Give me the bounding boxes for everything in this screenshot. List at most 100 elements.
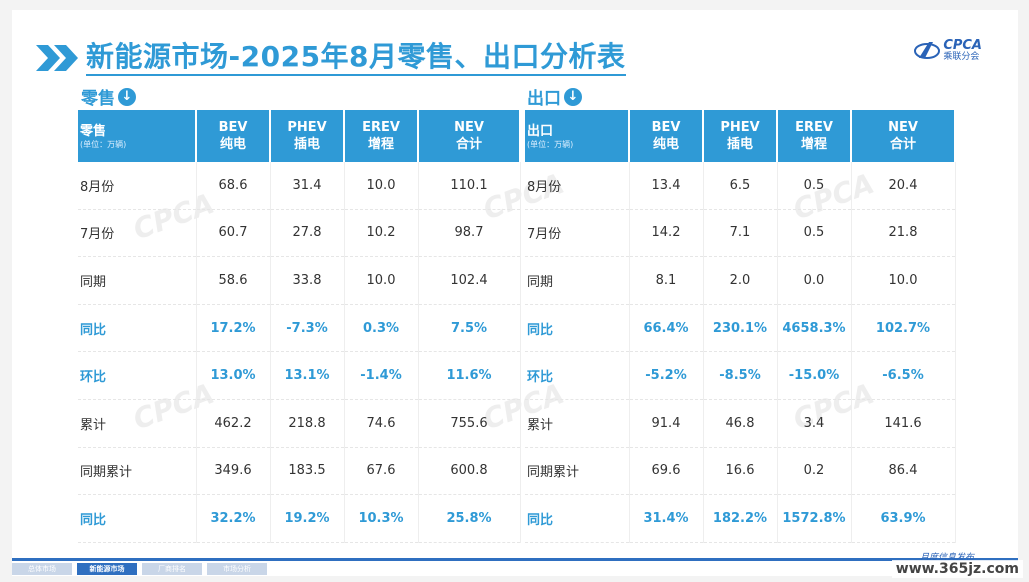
table-cell: 141.6 bbox=[851, 399, 956, 448]
table-row: 环比 13.0% 13.1% -1.4% 11.6% bbox=[78, 351, 521, 400]
row-header-column: 零售 (单位：万辆) bbox=[78, 110, 197, 162]
table-cell: 31.4% bbox=[629, 494, 704, 543]
table-row: 8月份 68.6 31.4 10.0 110.1 bbox=[78, 162, 521, 210]
table-row: 8月份 13.4 6.5 0.5 20.4 bbox=[525, 162, 956, 210]
arrow-down-icon: ↓ bbox=[564, 87, 582, 106]
table-cell: 0.5 bbox=[777, 209, 852, 258]
table-cell: 102.4 bbox=[418, 256, 521, 305]
row-label: 7月份 bbox=[525, 209, 630, 258]
table-cell: -5.2% bbox=[629, 351, 704, 400]
table-cell: 0.0 bbox=[777, 256, 852, 305]
row-label: 累计 bbox=[78, 399, 197, 448]
table-cell: 25.8% bbox=[418, 494, 521, 543]
table-cell: 8.1 bbox=[629, 256, 704, 305]
table-cell: 110.1 bbox=[418, 162, 521, 210]
table-cell: 755.6 bbox=[418, 399, 521, 448]
arrow-down-icon: ↓ bbox=[118, 87, 136, 106]
site-watermark: www.365jz.com bbox=[891, 560, 1023, 578]
table-row: 同比 32.2% 19.2% 10.3% 25.8% bbox=[78, 494, 521, 543]
row-label: 同期累计 bbox=[78, 447, 197, 496]
row-label: 同比 bbox=[78, 304, 197, 353]
table-cell: 1572.8% bbox=[777, 494, 852, 543]
table-row: 累计 91.4 46.8 3.4 141.6 bbox=[525, 399, 956, 448]
table-cell: -7.3% bbox=[270, 304, 345, 353]
table-header-row: 出口 (单位：万辆) BEV 纯电 PHEV 插电 EREV 增程 NEV 合计 bbox=[525, 110, 956, 162]
column-header: EREV 增程 bbox=[344, 110, 419, 162]
column-header: PHEV 插电 bbox=[703, 110, 778, 162]
row-label: 同比 bbox=[525, 304, 630, 353]
table-cell: 68.6 bbox=[196, 162, 271, 210]
column-header: BEV 纯电 bbox=[629, 110, 704, 162]
footer-tab[interactable]: 新能源市场 bbox=[77, 563, 137, 575]
footer-tab[interactable]: 总体市场 bbox=[12, 563, 72, 575]
table-cell: 349.6 bbox=[196, 447, 271, 496]
table-row: 同比 66.4% 230.1% 4658.3% 102.7% bbox=[525, 304, 956, 353]
table-cell: 3.4 bbox=[777, 399, 852, 448]
table-cell: 10.0 bbox=[344, 256, 419, 305]
table-row: 同比 31.4% 182.2% 1572.8% 63.9% bbox=[525, 494, 956, 543]
footer: 总体市场 新能源市场 厂商排名 市场分析 月度信息发布 bbox=[12, 553, 1018, 576]
table-cell: 218.8 bbox=[270, 399, 345, 448]
table-cell: 6.5 bbox=[703, 162, 778, 210]
table-cell: 86.4 bbox=[851, 447, 956, 496]
retail-section-label: 零售 ↓ bbox=[81, 84, 136, 109]
footer-divider bbox=[12, 558, 1018, 561]
table-cell: 4658.3% bbox=[777, 304, 852, 353]
table-cell: 10.2 bbox=[344, 209, 419, 258]
cpca-logo-icon bbox=[914, 42, 941, 59]
table-cell: 0.5 bbox=[777, 162, 852, 210]
table-cell: 11.6% bbox=[418, 351, 521, 400]
retail-table: 零售 (单位：万辆) BEV 纯电 PHEV 插电 EREV 增程 NEV 合计 8月份 68.6 31… bbox=[78, 110, 521, 543]
double-chevron-icon bbox=[36, 45, 78, 71]
row-label: 环比 bbox=[525, 351, 630, 400]
row-label: 7月份 bbox=[78, 209, 197, 258]
footer-tabs: 总体市场 新能源市场 厂商排名 市场分析 bbox=[12, 563, 272, 575]
table-cell: 33.8 bbox=[270, 256, 345, 305]
table-cell: 21.8 bbox=[851, 209, 956, 258]
table-cell: 17.2% bbox=[196, 304, 271, 353]
table-cell: 32.2% bbox=[196, 494, 271, 543]
row-header-column: 出口 (单位：万辆) bbox=[525, 110, 630, 162]
logo-text: CPCA bbox=[943, 37, 982, 53]
table-row: 同期累计 349.6 183.5 67.6 600.8 bbox=[78, 447, 521, 496]
table-cell: 91.4 bbox=[629, 399, 704, 448]
table-cell: 67.6 bbox=[344, 447, 419, 496]
table-cell: 10.0 bbox=[851, 256, 956, 305]
table-cell: 13.1% bbox=[270, 351, 345, 400]
column-header: PHEV 插电 bbox=[270, 110, 345, 162]
table-cell: -15.0% bbox=[777, 351, 852, 400]
table-row: 同比 17.2% -7.3% 0.3% 7.5% bbox=[78, 304, 521, 353]
table-cell: 7.1 bbox=[703, 209, 778, 258]
table-cell: -8.5% bbox=[703, 351, 778, 400]
table-cell: 14.2 bbox=[629, 209, 704, 258]
table-cell: 182.2% bbox=[703, 494, 778, 543]
table-cell: -1.4% bbox=[344, 351, 419, 400]
table-cell: 10.0 bbox=[344, 162, 419, 210]
table-cell: 63.9% bbox=[851, 494, 956, 543]
footer-tab[interactable]: 厂商排名 bbox=[142, 563, 202, 575]
footer-tab[interactable]: 市场分析 bbox=[207, 563, 267, 575]
row-label: 环比 bbox=[78, 351, 197, 400]
table-row: 7月份 14.2 7.1 0.5 21.8 bbox=[525, 209, 956, 258]
table-cell: 46.8 bbox=[703, 399, 778, 448]
row-label: 同比 bbox=[525, 494, 630, 543]
row-label: 同期 bbox=[525, 256, 630, 305]
table-cell: 98.7 bbox=[418, 209, 521, 258]
table-cell: 66.4% bbox=[629, 304, 704, 353]
footer-note: 月度信息发布 bbox=[919, 553, 974, 563]
table-cell: 600.8 bbox=[418, 447, 521, 496]
table-cell: 16.6 bbox=[703, 447, 778, 496]
table-cell: 183.5 bbox=[270, 447, 345, 496]
table-cell: 102.7% bbox=[851, 304, 956, 353]
table-cell: 230.1% bbox=[703, 304, 778, 353]
table-row: 环比 -5.2% -8.5% -15.0% -6.5% bbox=[525, 351, 956, 400]
title-row: 新能源市场-2025年8月零售、出口分析表 bbox=[34, 38, 626, 78]
column-header: BEV 纯电 bbox=[196, 110, 271, 162]
table-row: 同期 8.1 2.0 0.0 10.0 bbox=[525, 256, 956, 305]
table-cell: 20.4 bbox=[851, 162, 956, 210]
table-cell: 60.7 bbox=[196, 209, 271, 258]
table-cell: -6.5% bbox=[851, 351, 956, 400]
export-table: 出口 (单位：万辆) BEV 纯电 PHEV 插电 EREV 增程 NEV 合计 8月份 13.4 6.… bbox=[525, 110, 956, 543]
export-section-label: 出口 ↓ bbox=[527, 84, 582, 109]
row-label: 同期累计 bbox=[525, 447, 630, 496]
